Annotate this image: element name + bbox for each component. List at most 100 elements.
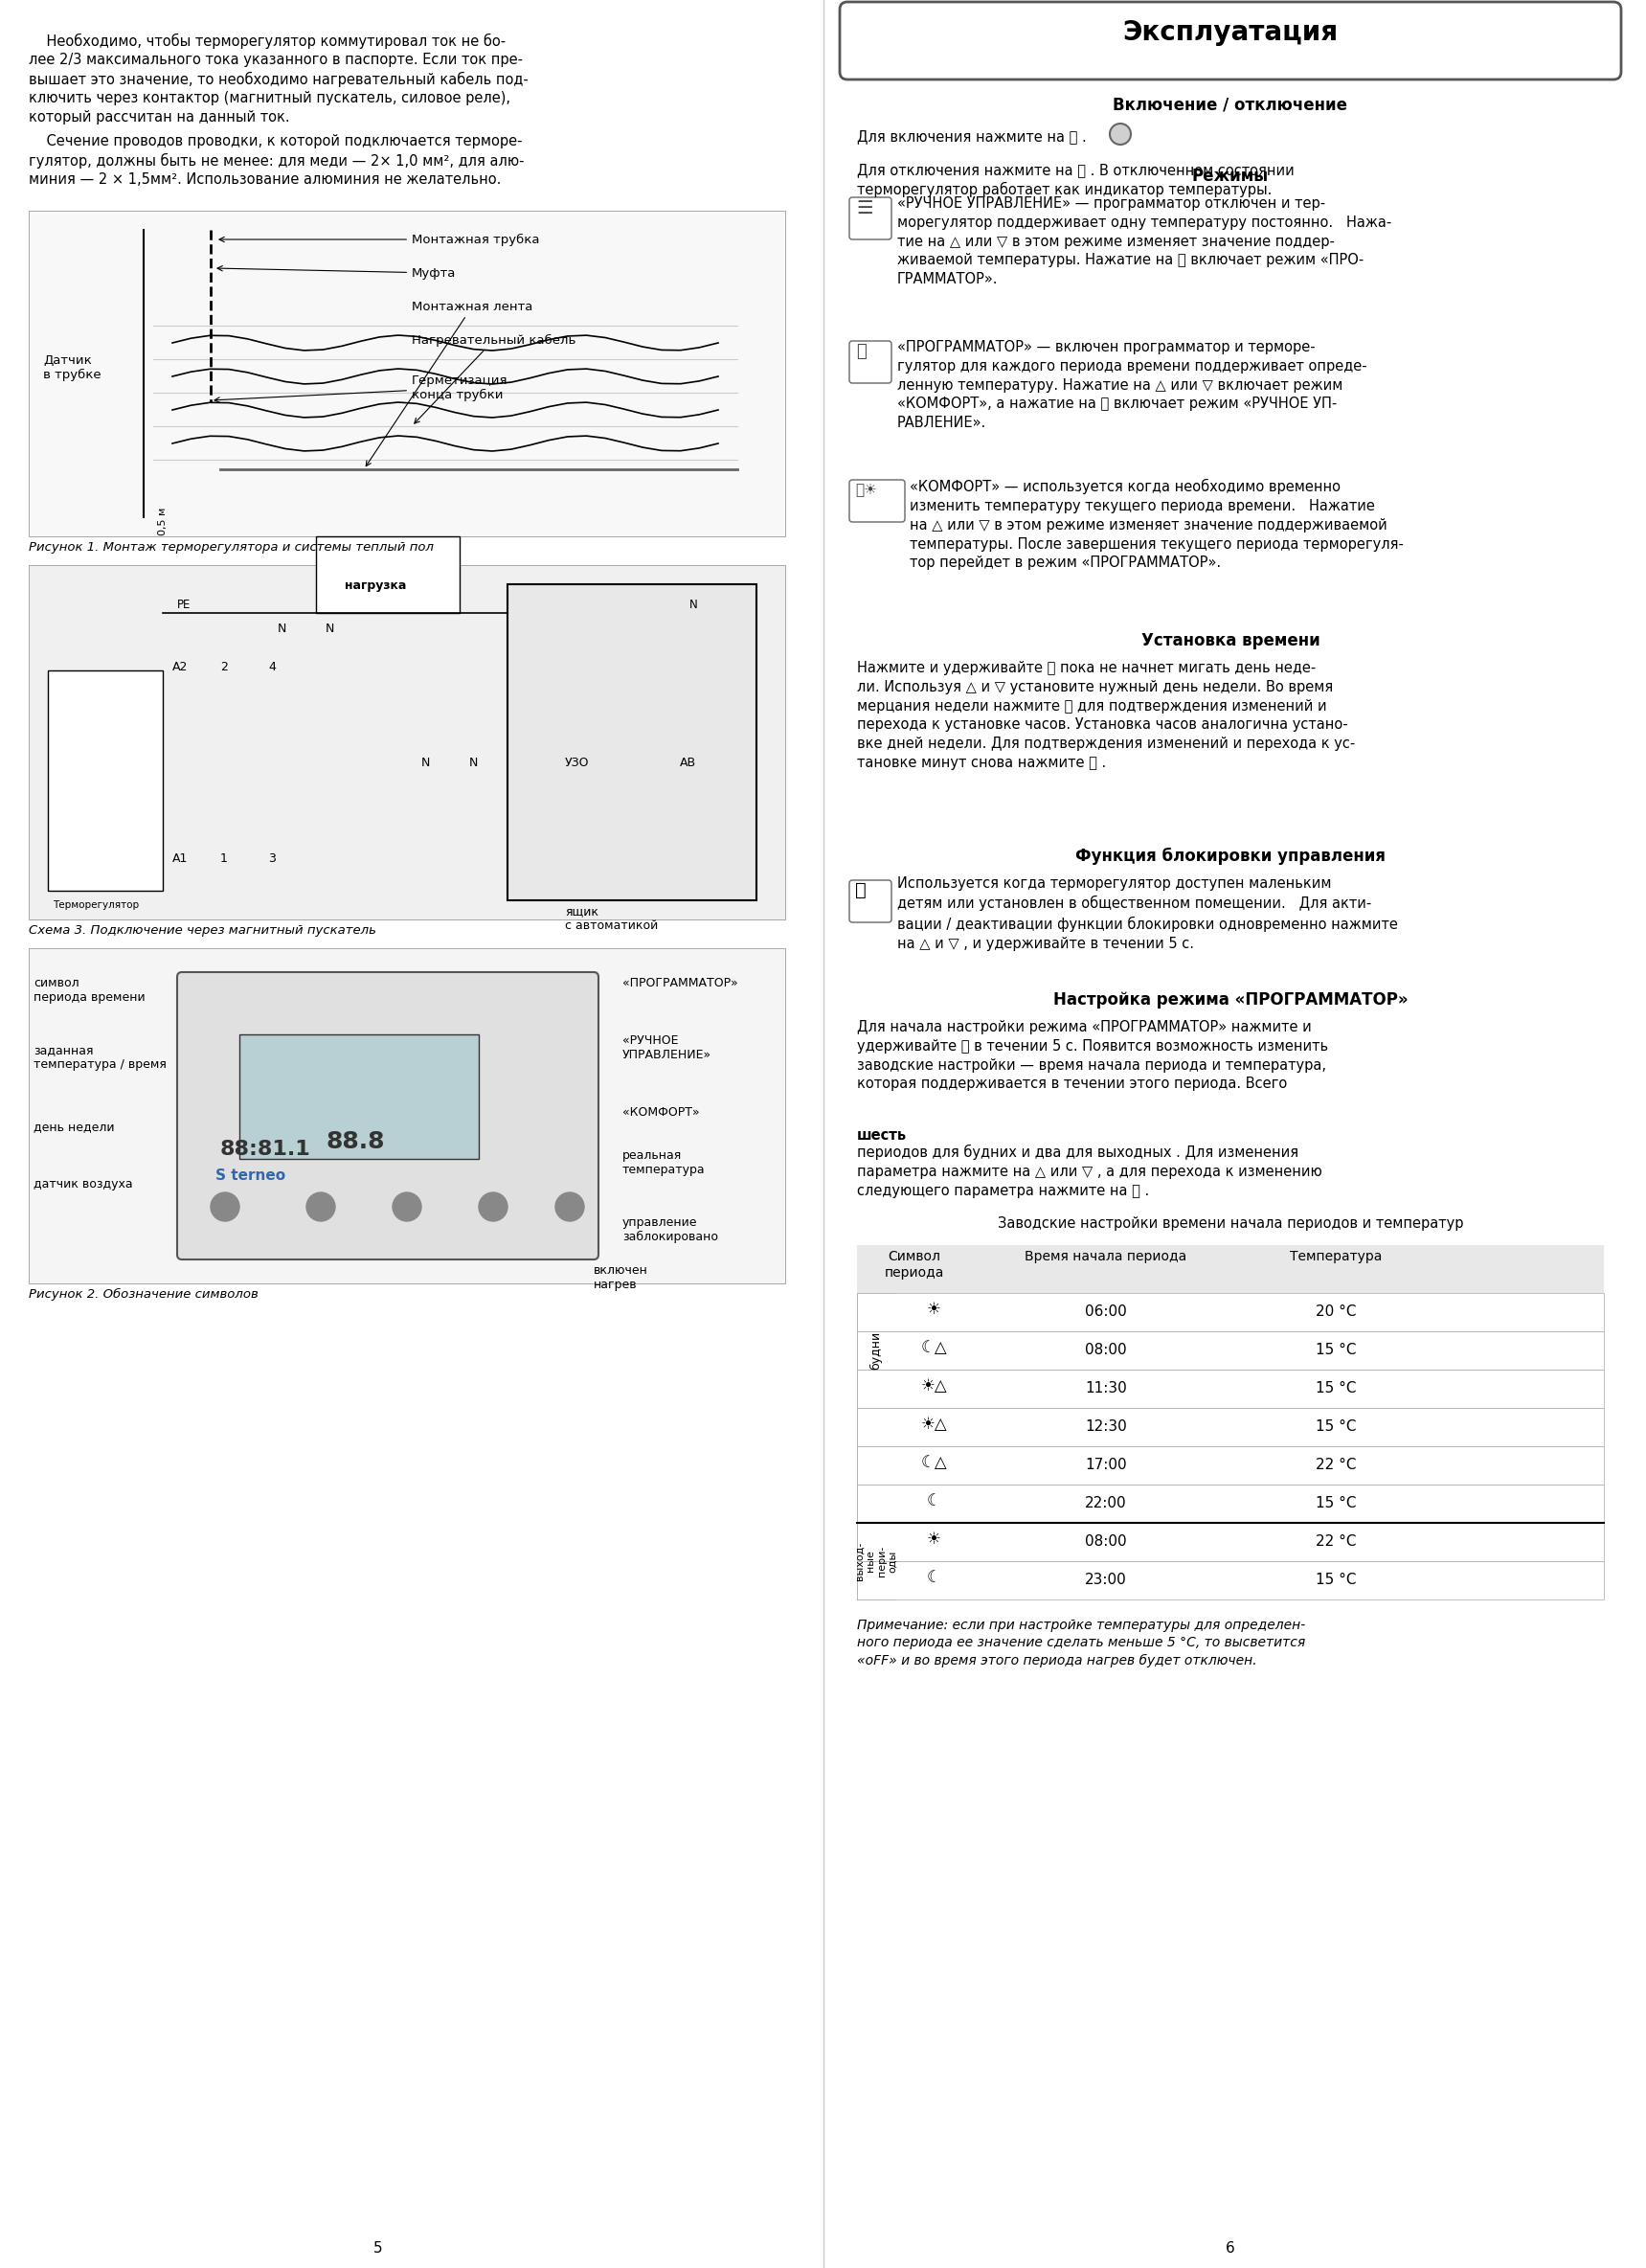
Text: Время начала периода: Время начала периода xyxy=(1025,1250,1187,1263)
Circle shape xyxy=(211,1193,239,1220)
Text: N: N xyxy=(278,621,286,635)
Text: заданная
температура / время: заданная температура / время xyxy=(33,1043,166,1070)
Text: 15 °С: 15 °С xyxy=(1315,1420,1356,1433)
Text: «ПРОГРАММАТОР» — включен программатор и терморе-
гулятор для каждого периода вре: «ПРОГРАММАТОР» — включен программатор и … xyxy=(897,340,1366,431)
Text: 06:00: 06:00 xyxy=(1085,1304,1128,1320)
Bar xyxy=(858,1560,1603,1599)
Text: Монтажная лента: Монтажная лента xyxy=(365,299,533,467)
Text: Режимы: Режимы xyxy=(1192,168,1269,186)
Bar xyxy=(48,671,163,891)
Text: 17:00: 17:00 xyxy=(1085,1458,1128,1472)
Text: 88.8: 88.8 xyxy=(326,1129,385,1152)
Text: ящик
с автоматикой: ящик с автоматикой xyxy=(565,905,658,932)
Text: A1: A1 xyxy=(173,853,188,864)
Bar xyxy=(28,565,785,919)
Text: Установка времени: Установка времени xyxy=(1141,633,1320,649)
Text: 22 °С: 22 °С xyxy=(1315,1535,1356,1549)
Text: нагрузка: нагрузка xyxy=(344,578,407,592)
Text: N: N xyxy=(421,758,430,769)
Bar xyxy=(239,1034,479,1159)
Bar xyxy=(858,1486,1603,1522)
Text: символ
периода времени: символ периода времени xyxy=(33,978,145,1005)
Text: шесть: шесть xyxy=(858,1127,907,1143)
Text: A2: A2 xyxy=(173,660,188,674)
Text: «КОМФОРТ» — используется когда необходимо временно
изменить температуру текущего: «КОМФОРТ» — используется когда необходим… xyxy=(910,479,1404,569)
Text: Нагревательный кабель: Нагревательный кабель xyxy=(412,333,576,424)
Text: Герметизация
конца трубки: Герметизация конца трубки xyxy=(214,374,509,401)
Text: управление
заблокировано: управление заблокировано xyxy=(622,1216,718,1243)
Text: Температура: Температура xyxy=(1289,1250,1383,1263)
Circle shape xyxy=(1109,122,1131,145)
Text: ☰: ☰ xyxy=(856,200,872,218)
Text: УЗО: УЗО xyxy=(565,758,589,769)
Text: Для отключения нажмите на ⏻ . В отключенном состоянии
терморегулятор работает ка: Для отключения нажмите на ⏻ . В отключен… xyxy=(858,163,1294,197)
Text: S terneo: S terneo xyxy=(216,1168,285,1184)
Text: Терморегулятор: Терморегулятор xyxy=(53,900,138,909)
Bar xyxy=(858,1408,1603,1447)
Text: Необходимо, чтобы терморегулятор коммутировал ток не бо-
лее 2/3 максимального т: Необходимо, чтобы терморегулятор коммути… xyxy=(28,34,528,125)
Text: Для начала настройки режима «ПРОГРАММАТОР» нажмите и
удерживайте 📅 в течении 5 с: Для начала настройки режима «ПРОГРАММАТО… xyxy=(858,1021,1328,1091)
Text: Используется когда терморегулятор доступен маленьким
детям или установлен в обще: Используется когда терморегулятор доступ… xyxy=(897,875,1397,950)
Text: N: N xyxy=(690,599,698,610)
Bar xyxy=(858,1331,1603,1370)
Text: N: N xyxy=(326,621,334,635)
Text: 20 °С: 20 °С xyxy=(1315,1304,1356,1320)
Text: N: N xyxy=(469,758,479,769)
Text: 1: 1 xyxy=(221,853,227,864)
Text: Заводские настройки времени начала периодов и температур: Заводские настройки времени начала перио… xyxy=(997,1216,1463,1232)
Text: 08:00: 08:00 xyxy=(1085,1343,1128,1356)
Text: Включение / отключение: Включение / отключение xyxy=(1113,95,1348,113)
Bar xyxy=(316,535,459,612)
Circle shape xyxy=(555,1193,584,1220)
Text: 15 °С: 15 °С xyxy=(1315,1497,1356,1510)
Text: 22 °С: 22 °С xyxy=(1315,1458,1356,1472)
Text: 11:30: 11:30 xyxy=(1085,1381,1128,1395)
Text: 3: 3 xyxy=(268,853,275,864)
FancyBboxPatch shape xyxy=(849,880,892,923)
FancyBboxPatch shape xyxy=(849,481,905,522)
Text: 4: 4 xyxy=(268,660,275,674)
Text: периодов для будних и два для выходных . Для изменения
параметра нажмите на △ ил: периодов для будних и два для выходных .… xyxy=(858,1145,1322,1198)
Circle shape xyxy=(306,1193,336,1220)
Text: ☾: ☾ xyxy=(927,1492,942,1510)
Bar xyxy=(858,1293,1603,1331)
Text: ☾△: ☾△ xyxy=(920,1338,946,1356)
Text: 12:30: 12:30 xyxy=(1085,1420,1128,1433)
Text: Рисунок 2. Обозначение символов: Рисунок 2. Обозначение символов xyxy=(28,1288,258,1302)
Text: 0,5 м: 0,5 м xyxy=(158,508,168,535)
Circle shape xyxy=(393,1193,421,1220)
Text: «РУЧНОЕ УПРАВЛЕНИЕ» — программатор отключен и тер-
морегулятор поддерживает одну: «РУЧНОЕ УПРАВЛЕНИЕ» — программатор отклю… xyxy=(897,197,1391,286)
Text: ⏰: ⏰ xyxy=(856,342,866,361)
Text: Датчик
в трубке: Датчик в трубке xyxy=(43,354,100,381)
Text: выход-
ные
пери-
оды: выход- ные пери- оды xyxy=(854,1542,897,1581)
Text: 15 °С: 15 °С xyxy=(1315,1343,1356,1356)
Bar xyxy=(507,585,757,900)
Text: 15 °С: 15 °С xyxy=(1315,1381,1356,1395)
Text: Нажмите и удерживайте 📅 пока не начнет мигать день неде-
ли. Используя △ и ▽ уст: Нажмите и удерживайте 📅 пока не начнет м… xyxy=(858,660,1355,771)
Text: 5: 5 xyxy=(374,2241,384,2257)
Text: Схема 3. Подключение через магнитный пускатель: Схема 3. Подключение через магнитный пус… xyxy=(28,925,377,937)
Text: Эксплуатация: Эксплуатация xyxy=(1123,18,1338,45)
Text: датчик воздуха: датчик воздуха xyxy=(33,1177,133,1191)
Text: «РУЧНОЕ
УПРАВЛЕНИЕ»: «РУЧНОЕ УПРАВЛЕНИЕ» xyxy=(622,1034,711,1061)
Text: «КОМФОРТ»: «КОМФОРТ» xyxy=(622,1107,700,1118)
Text: Муфта: Муфта xyxy=(217,265,456,279)
Text: 23:00: 23:00 xyxy=(1085,1572,1128,1588)
Bar xyxy=(858,1522,1603,1560)
FancyBboxPatch shape xyxy=(839,2,1621,79)
Bar xyxy=(28,211,785,535)
Text: Примечание: если при настройке температуры для определен-
ного периода ее значен: Примечание: если при настройке температу… xyxy=(858,1619,1305,1667)
FancyBboxPatch shape xyxy=(849,197,892,240)
Bar xyxy=(858,1447,1603,1486)
Text: будни: будни xyxy=(869,1331,882,1370)
Bar xyxy=(28,948,785,1284)
FancyBboxPatch shape xyxy=(849,340,892,383)
Text: Настройка режима «ПРОГРАММАТОР»: Настройка режима «ПРОГРАММАТОР» xyxy=(1053,991,1407,1009)
Text: 88:81.1: 88:81.1 xyxy=(221,1141,311,1159)
Text: ☾: ☾ xyxy=(927,1569,942,1585)
Text: Сечение проводов проводки, к которой подключается терморе-
гулятор, должны быть : Сечение проводов проводки, к которой под… xyxy=(28,134,523,186)
Text: ☾△: ☾△ xyxy=(920,1454,946,1472)
Text: Для включения нажмите на ⏻ .: Для включения нажмите на ⏻ . xyxy=(858,129,1086,143)
Text: 6: 6 xyxy=(1226,2241,1234,2257)
Text: день недели: день недели xyxy=(33,1120,115,1134)
